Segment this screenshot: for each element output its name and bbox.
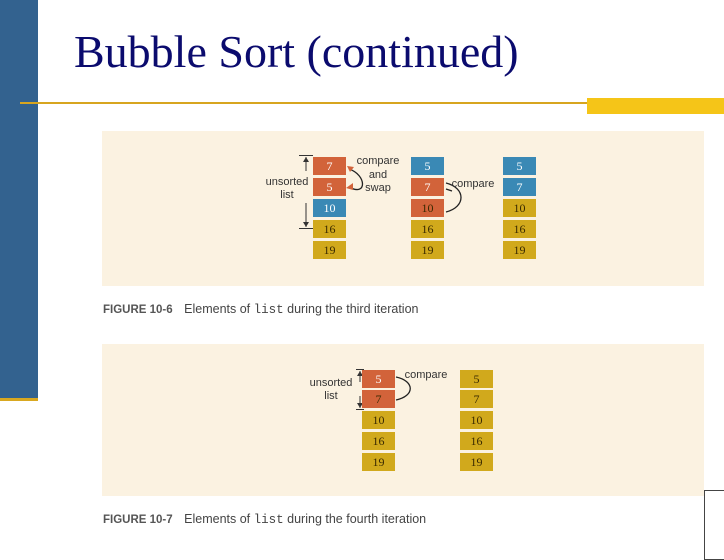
sidebar-accent-line bbox=[0, 398, 38, 401]
compare-and-swap-line2: and bbox=[368, 169, 388, 181]
caption-text: during the third iteration bbox=[287, 302, 419, 316]
array-cell: 16 bbox=[362, 432, 395, 451]
unsorted-label-line2: list bbox=[324, 390, 338, 402]
array-cell: 19 bbox=[503, 241, 536, 260]
array-cell: 7 bbox=[313, 157, 346, 176]
array-cell: 10 bbox=[362, 411, 395, 430]
array-cell: 5 bbox=[313, 178, 346, 197]
figure-10-7-caption: FIGURE 10-7 Elements of list during the … bbox=[103, 512, 426, 527]
figure-10-7-panel: unsorted list compare 5 7 10 16 19 5 7 1… bbox=[102, 344, 704, 496]
unsorted-label-line1: unsorted bbox=[265, 176, 309, 188]
figure-label: FIGURE 10-6 bbox=[103, 304, 173, 316]
figure-10-6-panel: unsorted list compare and swap compare 7… bbox=[102, 131, 704, 286]
array-cell: 7 bbox=[460, 390, 493, 409]
array-cell: 5 bbox=[460, 370, 493, 389]
array-cell: 10 bbox=[411, 199, 444, 218]
array-cell: 19 bbox=[313, 241, 346, 260]
slide-title: Bubble Sort (continued) bbox=[74, 26, 519, 77]
slide-corner-frame bbox=[704, 490, 724, 560]
array-cell: 16 bbox=[460, 432, 493, 451]
figure-10-6-caption: FIGURE 10-6 Elements of list during the … bbox=[103, 302, 419, 317]
array-cell: 5 bbox=[362, 370, 395, 389]
array-cell: 5 bbox=[411, 157, 444, 176]
array-cell: 19 bbox=[460, 453, 493, 472]
array-cell: 10 bbox=[503, 199, 536, 218]
array-cell: 19 bbox=[362, 453, 395, 472]
unsorted-label-line2: list bbox=[280, 189, 294, 201]
title-divider-block bbox=[587, 98, 724, 114]
caption-text: during the fourth iteration bbox=[287, 512, 427, 526]
figure-label: FIGURE 10-7 bbox=[103, 514, 173, 526]
array-cell: 5 bbox=[503, 157, 536, 176]
array-cell: 16 bbox=[313, 220, 346, 239]
compare-label: compare bbox=[451, 178, 495, 190]
title-divider bbox=[20, 102, 724, 104]
array-cell: 10 bbox=[313, 199, 346, 218]
caption-text: Elements of bbox=[184, 302, 251, 316]
caption-code: list bbox=[253, 513, 284, 527]
array-cell: 10 bbox=[460, 411, 493, 430]
compare-and-swap-line1: compare bbox=[356, 155, 400, 167]
compare-and-swap-line3: swap bbox=[365, 182, 391, 194]
unsorted-bracket-icon bbox=[356, 369, 411, 410]
compare-label: compare bbox=[404, 369, 448, 381]
array-cell: 16 bbox=[411, 220, 444, 239]
array-cell: 19 bbox=[411, 241, 444, 260]
array-cell: 7 bbox=[362, 390, 395, 409]
sidebar-accent-bar bbox=[0, 0, 38, 400]
caption-text: Elements of bbox=[184, 512, 251, 526]
array-cell: 7 bbox=[503, 178, 536, 197]
unsorted-bracket-icon bbox=[299, 155, 462, 229]
array-cell: 16 bbox=[503, 220, 536, 239]
unsorted-label-line1: unsorted bbox=[309, 377, 353, 389]
caption-code: list bbox=[253, 303, 284, 317]
array-cell: 7 bbox=[411, 178, 444, 197]
